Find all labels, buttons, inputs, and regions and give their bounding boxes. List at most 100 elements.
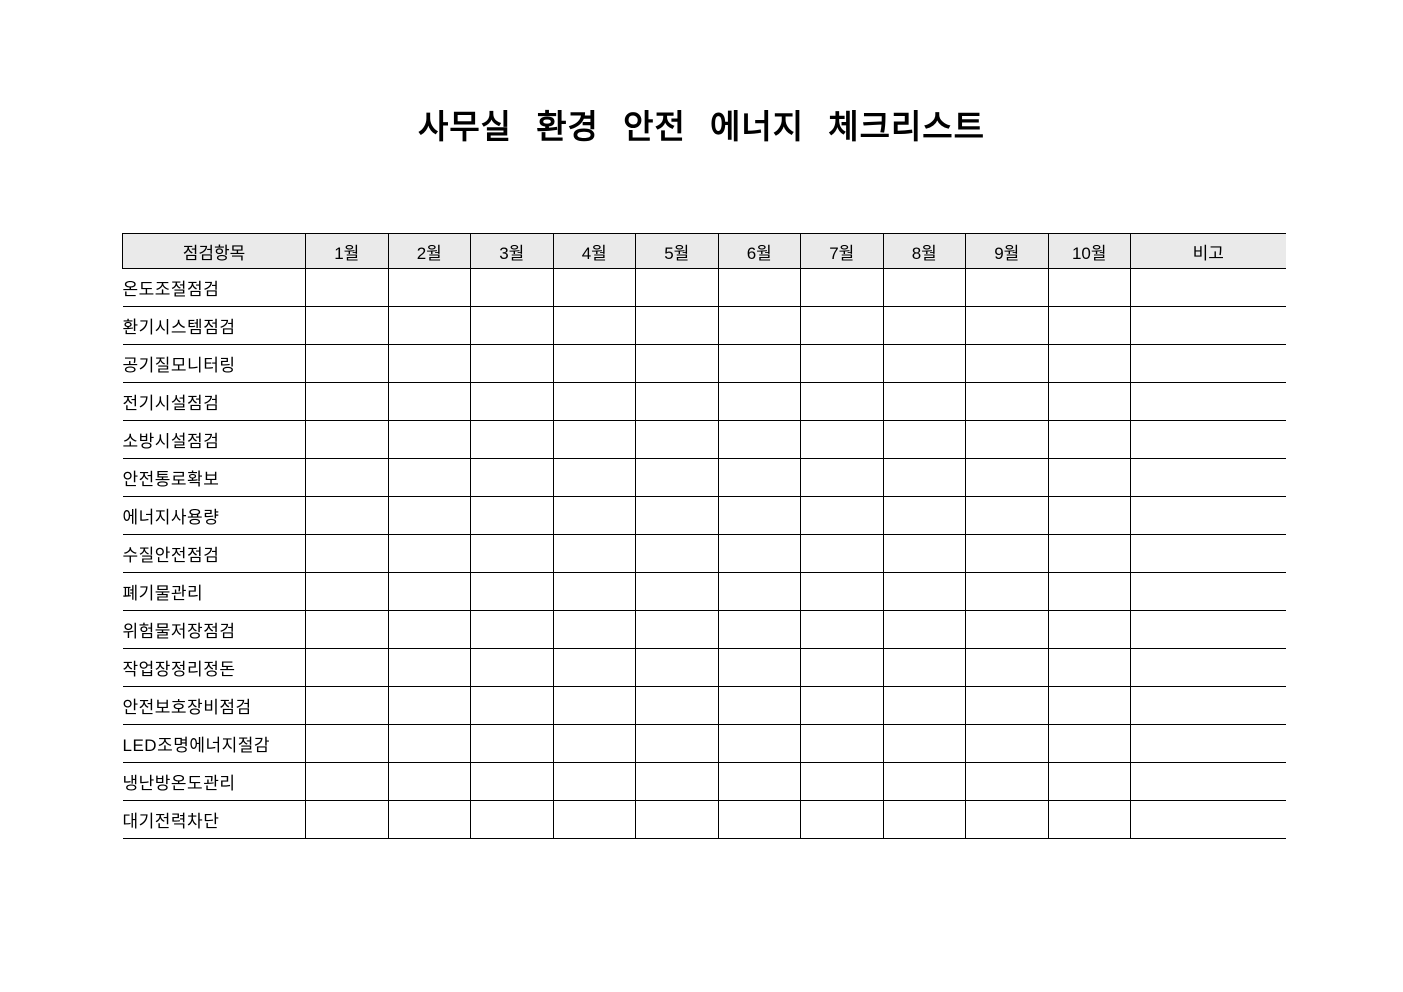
- month-cell: [388, 458, 471, 497]
- month-cell: [305, 306, 389, 345]
- row-label: 전기시설점검: [122, 382, 306, 421]
- month-cell: [965, 724, 1049, 763]
- month-cell: [965, 800, 1049, 839]
- month-cell: [718, 610, 801, 649]
- month-cell: [883, 496, 966, 535]
- month-cell: [1048, 496, 1131, 535]
- month-cell: [553, 648, 636, 687]
- month-cell: [883, 686, 966, 725]
- month-cell: [635, 496, 719, 535]
- table-row: 전기시설점검: [122, 382, 1286, 421]
- month-cell: [553, 382, 636, 421]
- month-cell: [718, 268, 801, 307]
- month-cell: [553, 534, 636, 573]
- table-row: 작업장정리정돈: [122, 648, 1286, 687]
- month-cell: [1048, 420, 1131, 459]
- month-cell: [883, 648, 966, 687]
- month-cell: [635, 648, 719, 687]
- table-row: LED조명에너지절감: [122, 724, 1286, 763]
- month-cell: [470, 686, 554, 725]
- column-header-month: 6월: [718, 233, 801, 269]
- note-cell: [1130, 648, 1286, 687]
- month-cell: [1048, 534, 1131, 573]
- month-cell: [800, 534, 884, 573]
- month-cell: [800, 420, 884, 459]
- month-cell: [800, 268, 884, 307]
- month-cell: [718, 458, 801, 497]
- row-label: 온도조절점검: [122, 268, 306, 307]
- month-cell: [470, 800, 554, 839]
- row-label: 대기전력차단: [122, 800, 306, 839]
- month-cell: [388, 534, 471, 573]
- month-cell: [470, 420, 554, 459]
- month-cell: [388, 344, 471, 383]
- month-cell: [800, 686, 884, 725]
- table-row: 에너지사용량: [122, 496, 1286, 535]
- month-cell: [388, 420, 471, 459]
- month-cell: [883, 800, 966, 839]
- month-cell: [965, 344, 1049, 383]
- document-title: 사무실 환경 안전 에너지 체크리스트: [417, 108, 986, 145]
- month-cell: [635, 686, 719, 725]
- month-cell: [470, 268, 554, 307]
- month-cell: [388, 572, 471, 611]
- month-cell: [718, 534, 801, 573]
- month-cell: [883, 572, 966, 611]
- month-cell: [718, 572, 801, 611]
- month-cell: [305, 268, 389, 307]
- month-cell: [965, 534, 1049, 573]
- month-cell: [305, 762, 389, 801]
- month-cell: [635, 800, 719, 839]
- month-cell: [388, 306, 471, 345]
- note-cell: [1130, 496, 1286, 535]
- month-cell: [718, 382, 801, 421]
- month-cell: [718, 306, 801, 345]
- month-cell: [305, 800, 389, 839]
- table-row: 공기질모니터링: [122, 344, 1286, 383]
- month-cell: [965, 496, 1049, 535]
- month-cell: [553, 572, 636, 611]
- header-row: 점검항목 1월 2월 3월 4월 5월 6월 7월 8월 9월 10월 비고: [122, 233, 1286, 269]
- month-cell: [1048, 382, 1131, 421]
- month-cell: [305, 344, 389, 383]
- note-cell: [1130, 534, 1286, 573]
- month-cell: [965, 382, 1049, 421]
- month-cell: [800, 496, 884, 535]
- month-cell: [965, 572, 1049, 611]
- column-header-month: 9월: [965, 233, 1049, 269]
- row-label: 에너지사용량: [122, 496, 306, 535]
- table-row: 소방시설점검: [122, 420, 1286, 459]
- month-cell: [553, 724, 636, 763]
- note-cell: [1130, 724, 1286, 763]
- month-cell: [388, 268, 471, 307]
- table-row: 냉난방온도관리: [122, 762, 1286, 801]
- note-cell: [1130, 572, 1286, 611]
- month-cell: [1048, 572, 1131, 611]
- column-header-month: 4월: [553, 233, 636, 269]
- month-cell: [470, 572, 554, 611]
- month-cell: [388, 496, 471, 535]
- month-cell: [718, 762, 801, 801]
- month-cell: [635, 268, 719, 307]
- month-cell: [883, 458, 966, 497]
- month-cell: [553, 496, 636, 535]
- month-cell: [553, 344, 636, 383]
- month-cell: [800, 610, 884, 649]
- note-cell: [1130, 306, 1286, 345]
- month-cell: [1048, 306, 1131, 345]
- table-row: 대기전력차단: [122, 800, 1286, 839]
- note-cell: [1130, 610, 1286, 649]
- month-cell: [883, 610, 966, 649]
- month-cell: [470, 534, 554, 573]
- month-cell: [305, 420, 389, 459]
- table-row: 환기시스템점검: [122, 306, 1286, 345]
- month-cell: [470, 648, 554, 687]
- checklist-table: 점검항목 1월 2월 3월 4월 5월 6월 7월 8월 9월 10월 비고 온도조절점검 환기시스템점…: [122, 233, 1286, 839]
- note-cell: [1130, 800, 1286, 839]
- month-cell: [388, 648, 471, 687]
- table-body: 온도조절점검 환기시스템점검 공기질모니터링 전기시설점검 소방시설점검 안전통로확보 에너…: [122, 268, 1286, 839]
- note-cell: [1130, 686, 1286, 725]
- month-cell: [800, 800, 884, 839]
- month-cell: [965, 306, 1049, 345]
